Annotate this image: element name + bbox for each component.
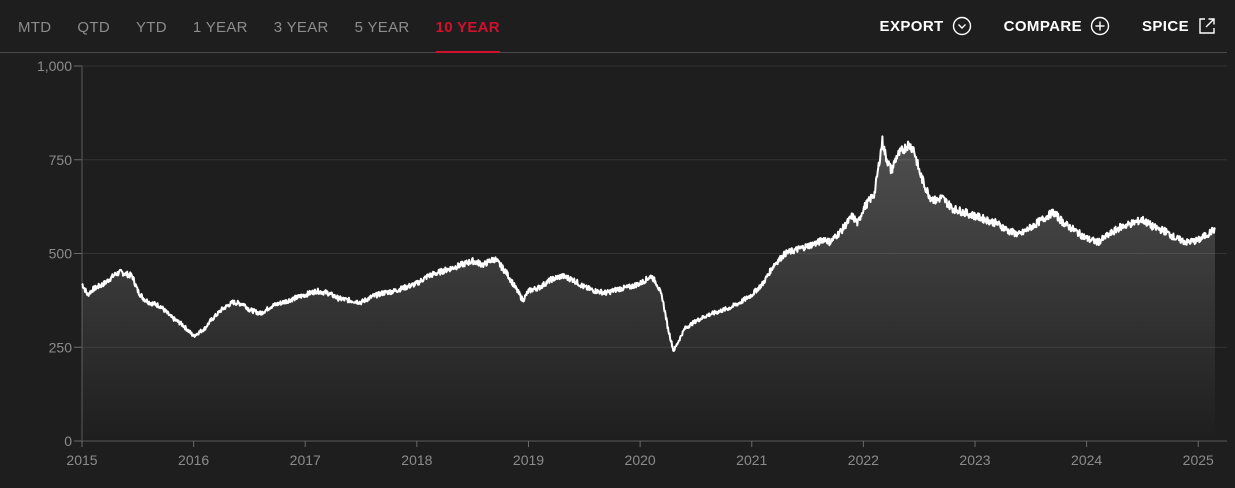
toolbar-actions: EXPORT COMPARE SPICE [848, 0, 1217, 52]
tab-1-year[interactable]: 1 YEAR [192, 19, 248, 36]
y-tick-label: 0 [64, 433, 72, 449]
x-tick-label: 2018 [401, 452, 432, 468]
y-tick-label: 250 [49, 339, 73, 355]
chevron-down-circle-icon [952, 16, 971, 36]
external-link-icon [1199, 18, 1215, 34]
tab-3-year[interactable]: 3 YEAR [273, 19, 329, 36]
spice-label: SPICE [1141, 17, 1189, 35]
tab-qtd[interactable]: QTD [77, 19, 110, 36]
export-label: EXPORT [879, 17, 944, 35]
y-tick-label: 1,000 [37, 58, 72, 74]
price-line [81, 135, 1216, 352]
price-chart[interactable]: 0 250 500 750 1,000 2015 2016 2017 2018 2019 2020… [0, 53, 1235, 488]
x-tick-label: 2019 [513, 452, 544, 468]
x-tick-label: 2025 [1183, 452, 1214, 468]
price-area [82, 136, 1215, 441]
export-button[interactable]: EXPORT [880, 16, 972, 36]
spice-button[interactable]: SPICE [1142, 16, 1217, 36]
tab-10-year[interactable]: 10 YEAR [435, 0, 501, 53]
compare-button[interactable]: COMPARE [1004, 16, 1110, 36]
tab-ytd[interactable]: YTD [135, 19, 167, 36]
x-tick-label: 2021 [736, 452, 767, 468]
y-tick-label: 750 [49, 152, 73, 168]
x-tick-label: 2015 [66, 452, 97, 468]
y-axis: 0 250 500 750 1,000 [37, 58, 83, 449]
x-tick-label: 2023 [959, 452, 990, 468]
plus-circle-icon [1090, 16, 1110, 36]
x-tick-label: 2020 [625, 452, 656, 468]
x-tick-label: 2017 [290, 452, 321, 468]
x-tick-label: 2022 [848, 452, 879, 468]
range-tabs: MTD QTD YTD 1 YEAR 3 YEAR 5 YEAR 10 YEAR [18, 0, 526, 53]
toolbar: MTD QTD YTD 1 YEAR 3 YEAR 5 YEAR 10 YEAR… [0, 0, 1227, 53]
y-tick-label: 500 [49, 246, 73, 262]
x-axis: 2015 2016 2017 2018 2019 2020 2021 2022 2023 2024… [66, 441, 1214, 468]
tab-5-year[interactable]: 5 YEAR [354, 19, 410, 36]
x-tick-label: 2016 [178, 452, 209, 468]
x-tick-label: 2024 [1071, 452, 1102, 468]
compare-label: COMPARE [1003, 17, 1082, 35]
tab-mtd[interactable]: MTD [18, 19, 52, 36]
